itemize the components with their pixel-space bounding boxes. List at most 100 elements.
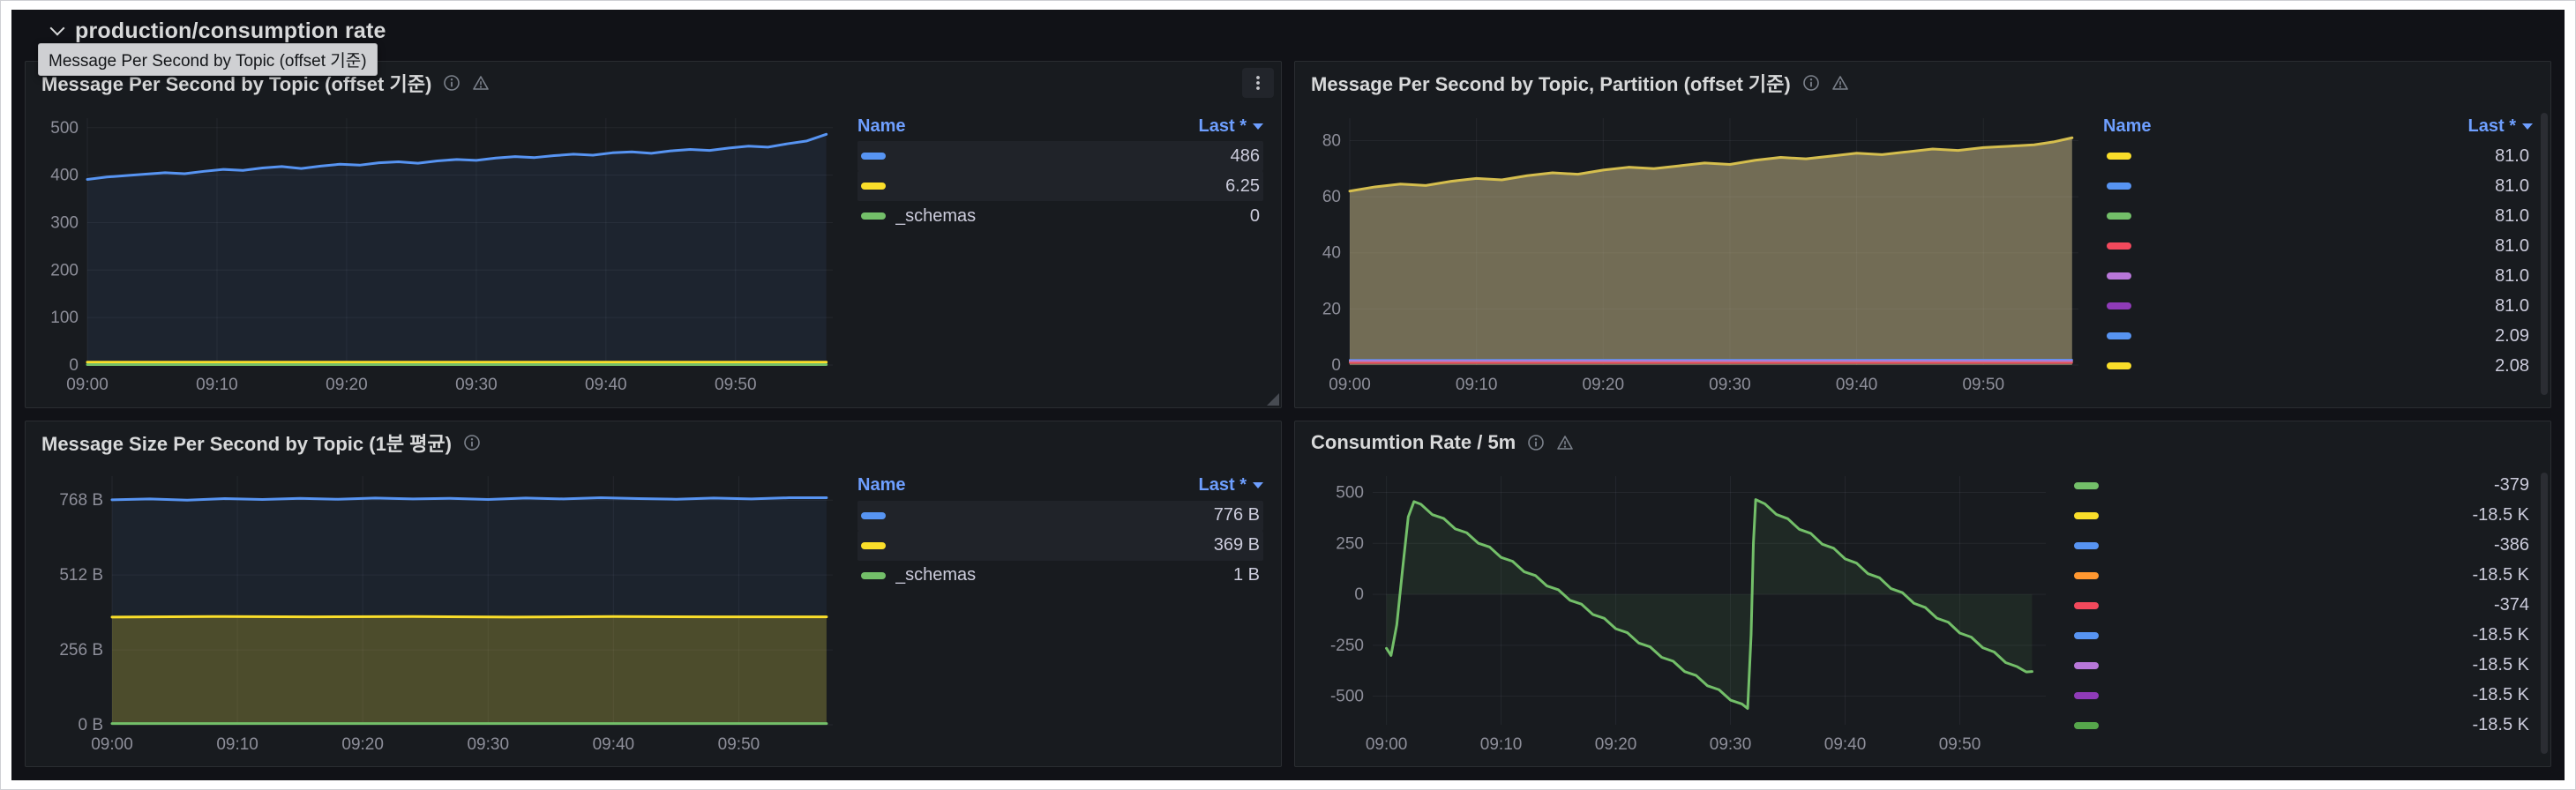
series-swatch[interactable] bbox=[2107, 272, 2131, 279]
legend-table: Name Last * 81.0 81.0 81.0 81.0 81.0 81.0 2.09 2.… bbox=[2096, 104, 2550, 404]
series-last-value: 0 bbox=[1249, 205, 1260, 226]
series-last-value: 81.0 bbox=[2495, 265, 2529, 286]
series-swatch[interactable] bbox=[2074, 511, 2099, 519]
series-swatch[interactable] bbox=[2074, 481, 2099, 489]
svg-text:-250: -250 bbox=[1330, 636, 1364, 654]
legend-name-header[interactable]: Name bbox=[2103, 116, 2152, 136]
series-swatch[interactable] bbox=[2074, 541, 2099, 549]
series-last-value: -374 bbox=[2493, 595, 2529, 615]
panel-title[interactable]: Consumtion Rate / 5m bbox=[1311, 430, 1516, 453]
series-swatch[interactable] bbox=[861, 541, 886, 549]
legend-last-header[interactable]: Last * bbox=[1199, 475, 1263, 496]
legend-row[interactable]: 369 B bbox=[857, 530, 1263, 561]
chart-canvas: 0 B 256 B 512 B 768 B 09:00 09:10 09:20 09:30 09… bbox=[59, 475, 833, 754]
legend-row[interactable]: -18.5 K bbox=[2071, 561, 2533, 591]
legend-row[interactable]: _schemas 1 B bbox=[857, 561, 1263, 591]
series-swatch[interactable] bbox=[861, 212, 886, 220]
legend-row[interactable]: 2.09 bbox=[2103, 321, 2533, 351]
series-swatch[interactable] bbox=[2074, 721, 2099, 729]
legend-row[interactable]: 6.25 bbox=[857, 171, 1263, 201]
legend-row[interactable]: -379 bbox=[2071, 471, 2533, 501]
svg-text:09:00: 09:00 bbox=[1366, 735, 1408, 754]
series-swatch[interactable] bbox=[2074, 661, 2099, 669]
series-swatch[interactable] bbox=[2107, 362, 2131, 369]
legend-row[interactable]: -18.5 K bbox=[2071, 501, 2533, 531]
series-swatch[interactable] bbox=[2107, 212, 2131, 220]
series-last-value: 81.0 bbox=[2495, 295, 2529, 316]
legend-row[interactable]: 776 B bbox=[857, 500, 1263, 531]
info-icon[interactable] bbox=[1802, 74, 1820, 92]
svg-text:0 B: 0 B bbox=[78, 716, 103, 734]
series-last-value: -18.5 K bbox=[2472, 715, 2529, 734]
timeseries-chart[interactable]: -500 -250 0 250 500 09:00 09:10 09:20 09:30 09:40… bbox=[1300, 464, 2063, 764]
series-swatch[interactable] bbox=[2107, 183, 2131, 190]
legend-row[interactable]: -386 bbox=[2071, 531, 2533, 561]
panel-header[interactable]: Message Per Second by Topic (offset 기준) bbox=[26, 62, 1281, 104]
sort-caret-icon bbox=[1253, 482, 1263, 488]
series-swatch[interactable] bbox=[2074, 691, 2099, 699]
panel-title[interactable]: Message Per Second by Topic, Partition (… bbox=[1311, 73, 1791, 95]
dashboard-row-toggle[interactable]: production/consumption rate bbox=[49, 13, 386, 48]
legend-row[interactable]: 2.08 bbox=[2103, 351, 2533, 381]
legend-last-header[interactable]: Last * bbox=[1199, 116, 1263, 137]
legend-row[interactable]: 81.0 bbox=[2103, 171, 2533, 201]
panel-menu-button[interactable] bbox=[1242, 68, 1274, 98]
svg-text:09:30: 09:30 bbox=[1709, 376, 1751, 394]
legend-row[interactable]: -18.5 K bbox=[2071, 711, 2533, 741]
legend-row[interactable]: 81.0 bbox=[2103, 291, 2533, 321]
info-icon[interactable] bbox=[1527, 434, 1545, 451]
legend-row[interactable]: 81.0 bbox=[2103, 231, 2533, 261]
info-icon[interactable] bbox=[463, 434, 481, 451]
legend-row[interactable]: -374 bbox=[2071, 591, 2533, 621]
panel-resize-handle[interactable] bbox=[1267, 392, 1279, 406]
legend-row[interactable]: 81.0 bbox=[2103, 201, 2533, 231]
series-swatch[interactable] bbox=[861, 571, 886, 579]
tooltip-text: Message Per Second by Topic (offset 기준) bbox=[49, 52, 367, 71]
legend-table: Name Last * 776 B 369 B _schemas 1 B bbox=[850, 464, 1281, 764]
legend-row[interactable]: 81.0 bbox=[2103, 141, 2533, 171]
legend-scrollbar[interactable] bbox=[2541, 472, 2548, 754]
series-swatch[interactable] bbox=[2107, 332, 2131, 339]
svg-text:200: 200 bbox=[50, 261, 79, 279]
legend-name-header[interactable]: Name bbox=[857, 475, 906, 495]
legend-scrollbar[interactable] bbox=[2541, 113, 2548, 395]
timeseries-chart[interactable]: 0 20 40 60 80 09:00 09:10 09:20 09:30 09:40 09:50 bbox=[1300, 104, 2096, 404]
info-icon[interactable] bbox=[443, 74, 461, 92]
warning-icon[interactable] bbox=[1556, 434, 1574, 451]
series-swatch[interactable] bbox=[2107, 153, 2131, 160]
svg-text:500: 500 bbox=[1336, 483, 1364, 502]
sort-caret-icon bbox=[2522, 123, 2533, 130]
legend-name-header[interactable]: Name bbox=[857, 116, 906, 136]
warning-icon[interactable] bbox=[472, 74, 490, 92]
series-swatch[interactable] bbox=[861, 183, 886, 190]
dashboard: production/consumption rate Message Per … bbox=[11, 10, 2565, 780]
series-swatch[interactable] bbox=[861, 511, 886, 519]
legend-row[interactable]: 81.0 bbox=[2103, 261, 2533, 291]
legend-row[interactable]: -18.5 K bbox=[2071, 681, 2533, 711]
legend-row[interactable]: -18.5 K bbox=[2071, 621, 2533, 651]
panel-title[interactable]: Message Per Second by Topic (offset 기준) bbox=[41, 73, 432, 95]
series-swatch[interactable] bbox=[2107, 242, 2131, 250]
warning-icon[interactable] bbox=[1831, 74, 1849, 92]
legend-last-header[interactable]: Last * bbox=[2468, 116, 2533, 137]
series-name[interactable]: _schemas bbox=[895, 565, 977, 585]
series-swatch[interactable] bbox=[861, 153, 886, 160]
svg-text:400: 400 bbox=[50, 167, 79, 185]
series-swatch[interactable] bbox=[2074, 571, 2099, 579]
timeseries-chart[interactable]: 0 B 256 B 512 B 768 B 09:00 09:10 09:20 09:30 09… bbox=[31, 464, 850, 764]
row-title[interactable]: production/consumption rate bbox=[75, 18, 386, 43]
legend-row[interactable]: _schemas 0 bbox=[857, 201, 1263, 231]
series-name[interactable]: _schemas bbox=[895, 205, 977, 226]
series-swatch[interactable] bbox=[2074, 631, 2099, 639]
panel-header[interactable]: Message Per Second by Topic, Partition (… bbox=[1295, 62, 2550, 104]
legend-row[interactable]: -18.5 K bbox=[2071, 651, 2533, 681]
timeseries-chart[interactable]: 0 100 200 300 400 500 09:00 09:10 09:20 09:30 09:4… bbox=[31, 104, 850, 404]
series-swatch[interactable] bbox=[2107, 302, 2131, 309]
panel-header[interactable]: Message Size Per Second by Topic (1분 평균) bbox=[26, 421, 1281, 464]
panel-header[interactable]: Consumtion Rate / 5m bbox=[1295, 421, 2550, 464]
panel-title[interactable]: Message Size Per Second by Topic (1분 평균) bbox=[41, 432, 452, 455]
legend-row[interactable]: 486 bbox=[857, 141, 1263, 171]
series-swatch[interactable] bbox=[2074, 601, 2099, 609]
svg-text:09:20: 09:20 bbox=[1595, 735, 1637, 754]
